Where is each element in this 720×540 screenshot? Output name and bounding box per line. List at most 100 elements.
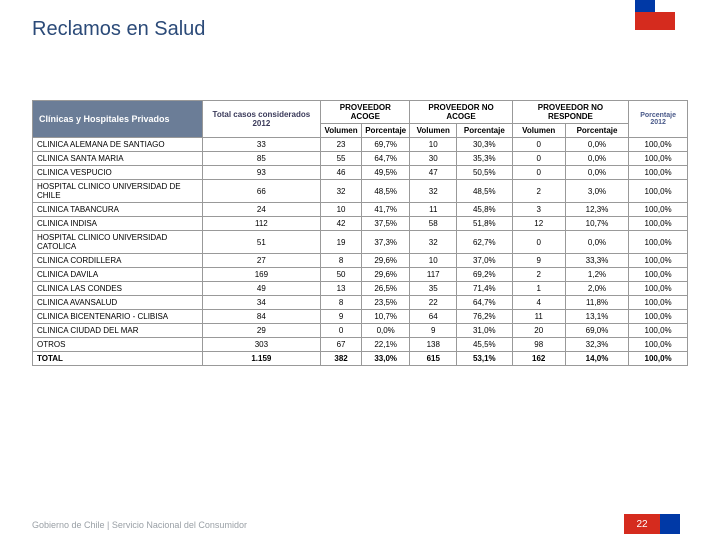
row-cell: 55 xyxy=(321,152,362,166)
table-row: CLINICA CIUDAD DEL MAR2900,0%931,0%2069,… xyxy=(33,324,688,338)
row-name: CLINICA TABANCURA xyxy=(33,203,203,217)
sub-header-0-0: Volumen xyxy=(321,124,362,138)
row-cell: 62,7% xyxy=(457,231,513,254)
row-total: 33 xyxy=(202,138,321,152)
row-name: HOSPITAL CLINICO UNIVERSIDAD CATOLICA xyxy=(33,231,203,254)
data-table: Clínicas y Hospitales PrivadosTotal caso… xyxy=(32,100,688,366)
row-cell: 2 xyxy=(512,268,565,282)
row-cell: 37,3% xyxy=(361,231,410,254)
row-cell: 30 xyxy=(410,152,457,166)
row-cell: 69,7% xyxy=(361,138,410,152)
row-cell: 69,2% xyxy=(457,268,513,282)
row-cell: 45,8% xyxy=(457,203,513,217)
row-cell: 45,5% xyxy=(457,338,513,352)
row-total: 84 xyxy=(202,310,321,324)
row-cell: 2 xyxy=(512,180,565,203)
row-cell: 138 xyxy=(410,338,457,352)
row-total: 49 xyxy=(202,282,321,296)
row-cell: 49,5% xyxy=(361,166,410,180)
group-header-2: PROVEEDOR NO RESPONDE xyxy=(512,101,629,124)
table-row: CLINICA TABANCURA241041,7%1145,8%312,3%1… xyxy=(33,203,688,217)
row-cell: 0 xyxy=(512,152,565,166)
row-cell: 0 xyxy=(512,138,565,152)
total-cell: 162 xyxy=(512,352,565,366)
row-cell: 19 xyxy=(321,231,362,254)
row-cell: 1 xyxy=(512,282,565,296)
total-pct: 100,0% xyxy=(629,352,688,366)
total-cell: 382 xyxy=(321,352,362,366)
table-row: HOSPITAL CLINICO UNIVERSIDAD CATOLICA511… xyxy=(33,231,688,254)
row-pct: 100,0% xyxy=(629,324,688,338)
row-cell: 23 xyxy=(321,138,362,152)
row-cell: 11 xyxy=(512,310,565,324)
row-pct: 100,0% xyxy=(629,217,688,231)
row-total: 85 xyxy=(202,152,321,166)
row-cell: 37,5% xyxy=(361,217,410,231)
row-cell: 35,3% xyxy=(457,152,513,166)
row-cell: 32 xyxy=(410,231,457,254)
row-cell: 3 xyxy=(512,203,565,217)
sub-header-2-0: Volumen xyxy=(512,124,565,138)
row-name: CLINICA CORDILLERA xyxy=(33,254,203,268)
row-cell: 48,5% xyxy=(361,180,410,203)
row-name: CLINICA ALEMANA DE SANTIAGO xyxy=(33,138,203,152)
row-name: CLINICA LAS CONDES xyxy=(33,282,203,296)
row-cell: 0 xyxy=(512,231,565,254)
row-cell: 51,8% xyxy=(457,217,513,231)
row-cell: 0 xyxy=(512,166,565,180)
row-pct: 100,0% xyxy=(629,254,688,268)
badge-blue xyxy=(660,514,680,534)
row-cell: 13,1% xyxy=(565,310,628,324)
row-cell: 12 xyxy=(512,217,565,231)
table-row: HOSPITAL CLINICO UNIVERSIDAD DE CHILE663… xyxy=(33,180,688,203)
table-row: CLINICA VESPUCIO934649,5%4750,5%00,0%100… xyxy=(33,166,688,180)
table-total-row: TOTAL1.15938233,0%61553,1%16214,0%100,0% xyxy=(33,352,688,366)
table-row: CLINICA LAS CONDES491326,5%3571,4%12,0%1… xyxy=(33,282,688,296)
row-cell: 67 xyxy=(321,338,362,352)
row-name: CLINICA AVANSALUD xyxy=(33,296,203,310)
row-total: 66 xyxy=(202,180,321,203)
table-body: CLINICA ALEMANA DE SANTIAGO332369,7%1030… xyxy=(33,138,688,366)
row-cell: 0,0% xyxy=(565,231,628,254)
row-cell: 41,7% xyxy=(361,203,410,217)
row-cell: 64,7% xyxy=(457,296,513,310)
row-name: CLINICA DAVILA xyxy=(33,268,203,282)
row-cell: 10 xyxy=(410,138,457,152)
row-cell: 9 xyxy=(512,254,565,268)
page-number: 22 xyxy=(624,514,660,534)
row-pct: 100,0% xyxy=(629,180,688,203)
row-cell: 32 xyxy=(321,180,362,203)
page-number-badge: 22 xyxy=(624,514,680,534)
row-cell: 0,0% xyxy=(565,152,628,166)
table-row: OTROS3036722,1%13845,5%9832,3%100,0% xyxy=(33,338,688,352)
total-cell: 33,0% xyxy=(361,352,410,366)
row-cell: 12,3% xyxy=(565,203,628,217)
table-row: CLINICA ALEMANA DE SANTIAGO332369,7%1030… xyxy=(33,138,688,152)
row-cell: 31,0% xyxy=(457,324,513,338)
row-total: 112 xyxy=(202,217,321,231)
row-pct: 100,0% xyxy=(629,268,688,282)
row-cell: 9 xyxy=(410,324,457,338)
row-pct: 100,0% xyxy=(629,310,688,324)
table-row: CLINICA BICENTENARIO - CLIBISA84910,7%64… xyxy=(33,310,688,324)
data-table-container: Clínicas y Hospitales PrivadosTotal caso… xyxy=(32,100,688,366)
pct-header: Porcentaje 2012 xyxy=(629,101,688,138)
row-cell: 48,5% xyxy=(457,180,513,203)
row-cell: 76,2% xyxy=(457,310,513,324)
footer: Gobierno de Chile | Servicio Nacional de… xyxy=(0,512,720,540)
row-name: CLINICA INDISA xyxy=(33,217,203,231)
row-cell: 29,6% xyxy=(361,268,410,282)
row-name: CLINICA SANTA MARIA xyxy=(33,152,203,166)
footer-text: Gobierno de Chile | Servicio Nacional de… xyxy=(32,520,247,530)
table-row: CLINICA CORDILLERA27829,6%1037,0%933,3%1… xyxy=(33,254,688,268)
row-pct: 100,0% xyxy=(629,231,688,254)
flag-logo-top xyxy=(635,0,675,30)
row-total: 51 xyxy=(202,231,321,254)
row-cell: 10 xyxy=(410,254,457,268)
row-pct: 100,0% xyxy=(629,152,688,166)
row-cell: 3,0% xyxy=(565,180,628,203)
row-cell: 42 xyxy=(321,217,362,231)
row-name: OTROS xyxy=(33,338,203,352)
total-name: TOTAL xyxy=(33,352,203,366)
total-cell: 615 xyxy=(410,352,457,366)
